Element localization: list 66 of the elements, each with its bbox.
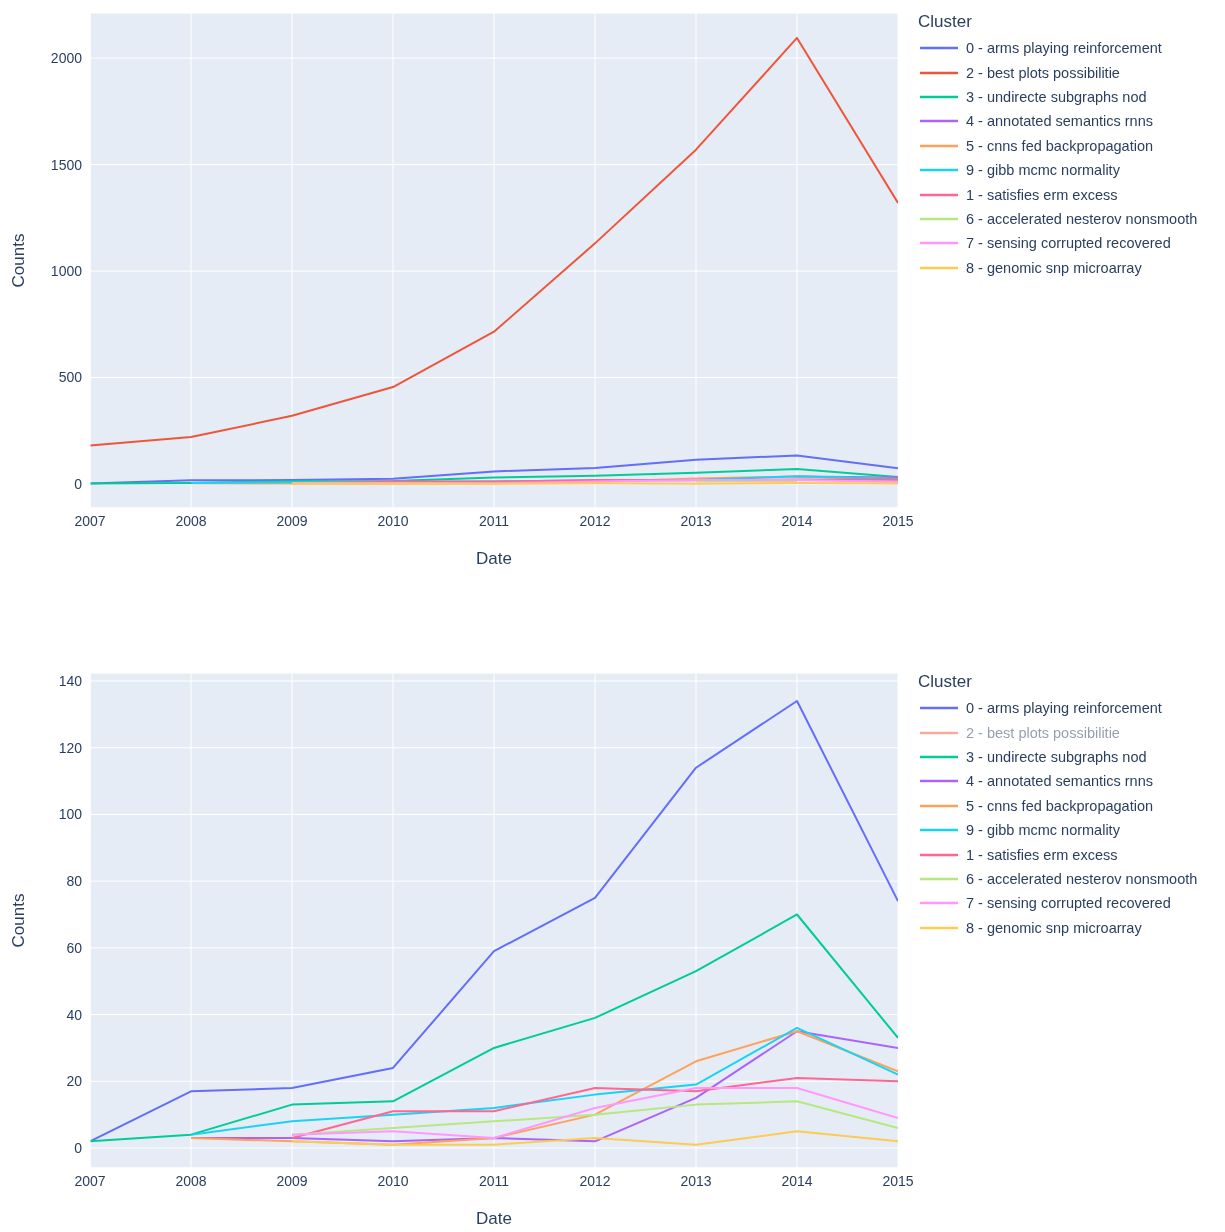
y-tick-label: 2000 [50,50,83,67]
line-series [291,1130,898,1146]
x-tick-label: 2007 [74,512,106,529]
y-tick-label: 140 [58,672,83,689]
line-series [90,468,898,485]
y-axis-title: Counts [9,233,29,288]
y-tick-label: 60 [66,939,83,956]
y-axis-title: Counts [9,893,29,948]
line-series [291,1100,898,1136]
legend-label: 7 - sensing corrupted recovered [966,235,1171,252]
x-tick-label: 2010 [377,1172,409,1189]
x-tick-label: 2015 [882,1172,914,1189]
line-series [291,1076,898,1139]
legend-label: 2 - best plots possibilitie [966,724,1120,741]
legend-label: 5 - cnns fed backpropagation [966,797,1154,814]
y-tick-label: 120 [58,739,83,756]
line-series [90,700,898,1143]
x-tick-label: 2015 [882,512,914,529]
x-tick-label: 2009 [276,512,308,529]
line-series [90,454,898,485]
y-tick-label: 20 [66,1073,83,1090]
line-series [90,36,898,447]
legend-label: 1 - satisfies erm excess [966,846,1118,863]
y-tick-label: 80 [66,873,83,890]
legend-label: 5 - cnns fed backpropagation [966,137,1154,154]
x-tick-label: 2011 [478,512,510,529]
legend-label: 2 - best plots possibilitie [966,64,1120,81]
y-tick-label: 1500 [50,156,83,173]
y-tick-label: 40 [66,1006,83,1023]
x-tick-label: 2011 [478,1172,510,1189]
x-tick-label: 2012 [579,512,611,529]
line-series [90,913,898,1143]
x-axis-title: Date [476,549,512,568]
legend-label: 0 - arms playing reinforcement [966,40,1162,57]
legend-label: 8 - genomic snp microarray [966,919,1142,936]
legend-title: Cluster [918,12,973,32]
x-tick-label: 2009 [276,1172,308,1189]
legend-label: 0 - arms playing reinforcement [966,700,1162,717]
y-tick-label: 500 [58,369,83,386]
legend-label: 7 - sensing corrupted recovered [966,895,1171,912]
legend-title: Cluster [918,672,973,692]
legend-label: 3 - undirecte subgraphs nod [966,748,1147,765]
x-tick-label: 2014 [781,512,813,529]
x-tick-label: 2014 [781,1172,813,1189]
legend-label: 6 - accelerated nesterov nonsmooth [966,210,1198,227]
legend-label: 1 - satisfies erm excess [966,186,1118,203]
x-tick-label: 2007 [74,1172,106,1189]
legend-label: 9 - gibb mcmc normality [966,822,1120,839]
legend-label: 9 - gibb mcmc normality [966,162,1120,179]
line-series [291,1086,898,1139]
legend-label: 4 - annotated semantics rnns [966,773,1153,790]
x-tick-label: 2012 [579,1172,611,1189]
y-tick-label: 100 [58,806,83,823]
y-tick-label: 0 [74,475,83,492]
legend-label: 8 - genomic snp microarray [966,259,1142,276]
x-tick-label: 2013 [680,512,712,529]
legend-label: 3 - undirecte subgraphs nod [966,88,1147,105]
y-tick-label: 1000 [50,263,83,280]
legend-label: 6 - accelerated nesterov nonsmooth [966,870,1198,887]
x-tick-label: 2008 [175,1172,207,1189]
x-tick-label: 2013 [680,1172,712,1189]
x-axis-title: Date [476,1209,512,1228]
legend-label: 4 - annotated semantics rnns [966,113,1153,130]
x-tick-label: 2010 [377,512,409,529]
y-tick-label: 0 [74,1139,83,1156]
x-tick-label: 2008 [175,512,207,529]
